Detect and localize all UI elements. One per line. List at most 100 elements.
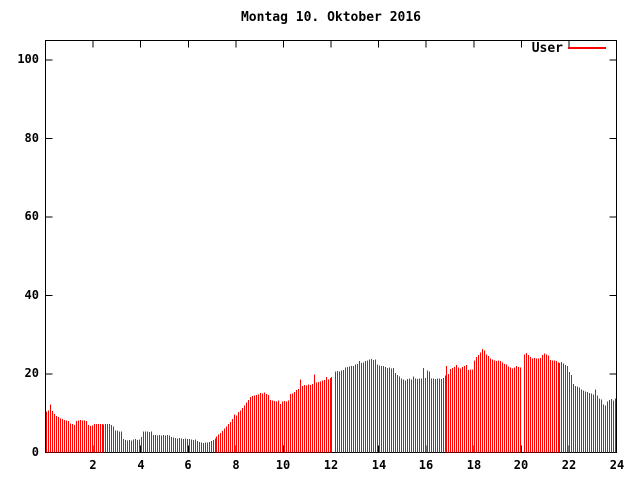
bar bbox=[171, 437, 172, 453]
bar bbox=[395, 372, 396, 453]
bar bbox=[260, 392, 261, 453]
bar bbox=[113, 426, 114, 453]
bar bbox=[58, 417, 59, 453]
bar bbox=[125, 439, 126, 453]
bar bbox=[155, 435, 156, 453]
bar bbox=[215, 438, 216, 453]
bar bbox=[558, 362, 559, 453]
bar bbox=[413, 376, 414, 453]
bar bbox=[605, 405, 606, 453]
bar bbox=[599, 398, 600, 453]
bar bbox=[222, 430, 223, 453]
bar bbox=[308, 384, 309, 453]
bar bbox=[181, 438, 182, 453]
legend-user-label: User bbox=[531, 41, 563, 56]
bar bbox=[105, 424, 106, 453]
bar bbox=[199, 441, 200, 453]
bar bbox=[359, 361, 360, 453]
bar bbox=[179, 437, 180, 453]
bar bbox=[409, 378, 410, 453]
bar bbox=[448, 374, 449, 453]
bar bbox=[502, 362, 503, 453]
bar bbox=[581, 389, 582, 453]
bar bbox=[425, 377, 426, 453]
bar bbox=[601, 399, 602, 453]
bar bbox=[82, 420, 83, 453]
bar bbox=[528, 355, 529, 453]
bar bbox=[353, 365, 354, 453]
bar bbox=[480, 352, 481, 453]
bar bbox=[445, 375, 446, 453]
bar bbox=[391, 368, 392, 453]
bar bbox=[66, 420, 67, 453]
bar bbox=[175, 437, 176, 453]
bar bbox=[320, 381, 321, 453]
bar bbox=[147, 431, 148, 453]
bar bbox=[575, 385, 576, 453]
bar bbox=[508, 366, 509, 453]
bar bbox=[242, 407, 243, 453]
bar bbox=[157, 435, 158, 453]
x-tick-label: 6 bbox=[184, 458, 192, 472]
bar bbox=[567, 366, 568, 453]
bar bbox=[486, 354, 487, 453]
bar bbox=[415, 378, 416, 453]
bar bbox=[476, 357, 477, 453]
bar bbox=[532, 358, 533, 453]
bar bbox=[441, 379, 442, 453]
bar bbox=[571, 374, 572, 453]
bar bbox=[454, 366, 455, 453]
bar bbox=[548, 355, 549, 453]
bar bbox=[197, 441, 198, 453]
bar bbox=[76, 421, 77, 453]
bar bbox=[121, 431, 122, 453]
y-tick-label: 100 bbox=[17, 52, 39, 66]
bar bbox=[274, 401, 275, 453]
bar bbox=[139, 439, 140, 453]
bar bbox=[324, 379, 325, 453]
bar bbox=[195, 439, 196, 453]
bar bbox=[512, 368, 513, 453]
bar bbox=[115, 430, 116, 453]
bar bbox=[191, 439, 192, 453]
bar bbox=[556, 361, 557, 453]
y-tick-label: 60 bbox=[24, 209, 39, 223]
bar bbox=[226, 426, 227, 453]
y-tick-label: 20 bbox=[24, 366, 39, 380]
bar bbox=[165, 435, 166, 453]
bar bbox=[266, 394, 267, 453]
bar bbox=[458, 367, 459, 453]
bar bbox=[189, 439, 190, 453]
bar bbox=[94, 424, 95, 453]
bar bbox=[185, 438, 186, 453]
bar bbox=[236, 415, 237, 453]
bar bbox=[153, 434, 154, 453]
bar bbox=[526, 352, 527, 453]
bar bbox=[399, 376, 400, 453]
x-tick-label: 22 bbox=[561, 458, 577, 472]
bar bbox=[546, 354, 547, 453]
bar bbox=[276, 401, 277, 453]
bar bbox=[538, 358, 539, 453]
bar bbox=[435, 379, 436, 453]
x-tick-label: 16 bbox=[418, 458, 434, 472]
bar bbox=[167, 435, 168, 453]
bar bbox=[379, 365, 380, 453]
bar bbox=[102, 424, 103, 453]
bar bbox=[510, 367, 511, 453]
bar bbox=[209, 441, 210, 453]
bar bbox=[490, 358, 491, 453]
bar bbox=[488, 355, 489, 453]
bar bbox=[230, 421, 231, 453]
bar bbox=[387, 368, 388, 453]
bar bbox=[355, 364, 356, 453]
bar bbox=[256, 395, 257, 453]
bar bbox=[296, 390, 297, 453]
bar bbox=[498, 360, 499, 453]
bar bbox=[478, 354, 479, 453]
bar bbox=[216, 436, 217, 453]
bar bbox=[591, 393, 592, 453]
bar bbox=[474, 360, 475, 453]
bar bbox=[86, 421, 87, 453]
